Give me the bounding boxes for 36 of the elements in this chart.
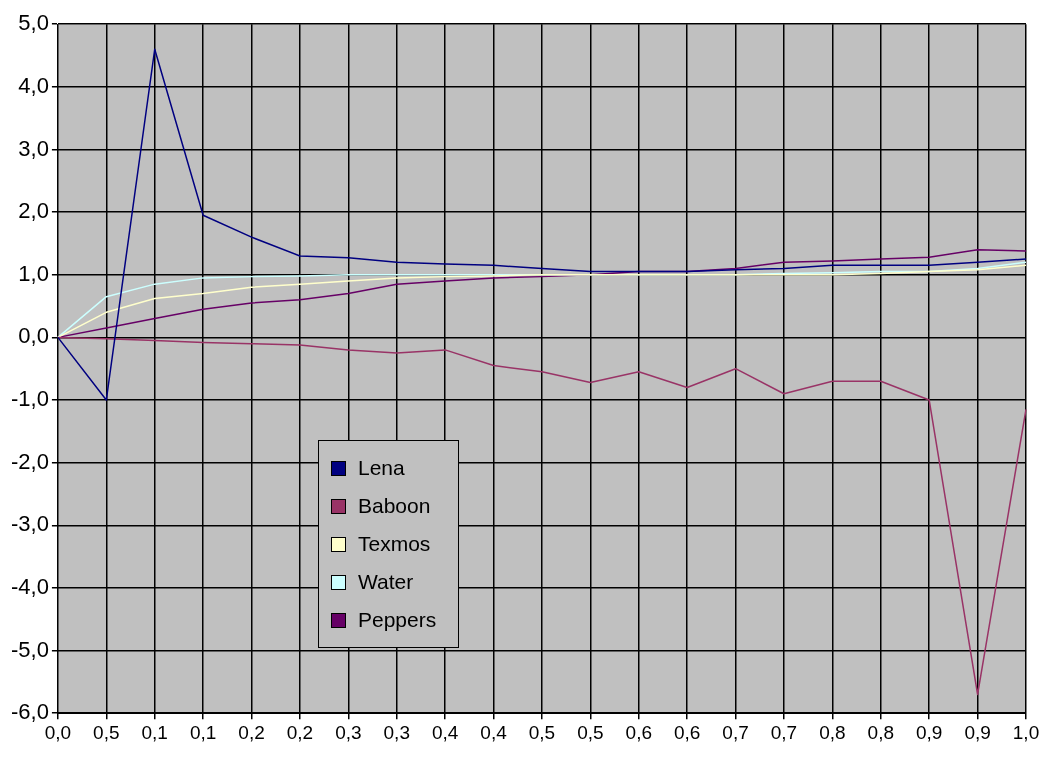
x-tick-label: 0,2: [238, 721, 265, 743]
x-tick-label: 0,7: [770, 721, 798, 743]
legend-label: Texmos: [358, 532, 431, 556]
x-tick-label: 0,7: [722, 721, 749, 743]
y-tick-label: -1,0: [10, 386, 49, 412]
x-tick-label: 0,1: [189, 721, 217, 743]
legend-label: Peppers: [358, 608, 437, 632]
x-tick-label: 0,8: [819, 721, 846, 743]
y-tick-label: -4,0: [10, 573, 49, 599]
x-tick-label: 0,3: [335, 721, 362, 743]
y-tick-label: 3,0: [18, 135, 49, 161]
x-tick-label: 0,1: [141, 721, 168, 743]
x-tick-label: 1,0: [1012, 721, 1040, 743]
legend-label: Lena: [358, 456, 405, 480]
y-tick-label: 1,0: [18, 260, 49, 286]
x-tick-label: 0,2: [286, 721, 314, 743]
x-tick-label: 0,5: [93, 721, 120, 743]
y-tick-label: 2,0: [18, 198, 49, 224]
legend-label: Baboon: [358, 494, 431, 518]
y-tick-label: -3,0: [10, 511, 49, 537]
x-tick-label: 0,9: [915, 721, 943, 743]
x-tick-label: 0,4: [480, 721, 508, 743]
y-tick-label: -5,0: [10, 636, 49, 662]
x-tick-label: 0,5: [577, 721, 604, 743]
x-tick-label: 0,9: [964, 721, 991, 743]
y-tick-label: 5,0: [18, 10, 49, 36]
legend-label: Water: [358, 570, 414, 594]
y-tick-label: 0,0: [18, 323, 49, 349]
x-tick-label: 0,6: [625, 721, 652, 743]
x-tick-label: 0,6: [673, 721, 701, 743]
x-tick-label: 0,3: [383, 721, 410, 743]
x-tick-label: 0,5: [528, 721, 556, 743]
x-tick-label: 0,4: [431, 721, 459, 743]
x-tick-label: 0,8: [867, 721, 894, 743]
y-tick-label: 4,0: [18, 72, 49, 98]
y-tick-label: -2,0: [10, 448, 49, 474]
